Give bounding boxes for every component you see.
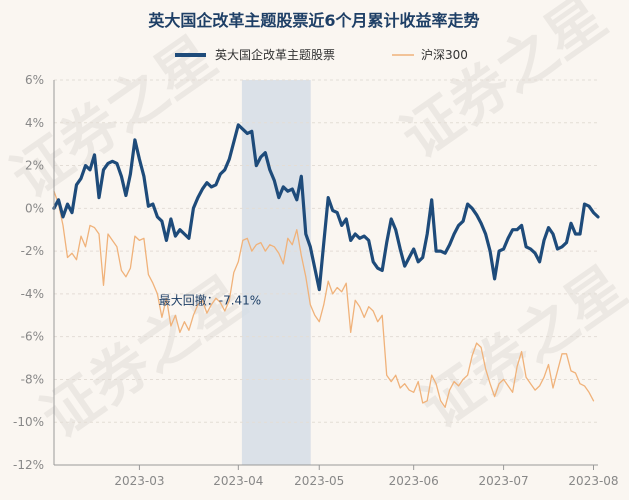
series-layer <box>52 123 600 408</box>
y-tick-label: -2% <box>21 244 44 258</box>
y-tick-label: 2% <box>25 159 44 173</box>
x-tick-label: 2023-03 <box>114 474 164 488</box>
y-tick-label: -10% <box>13 415 44 429</box>
legend-label-fund: 英大国企改革主题股票 <box>215 47 335 62</box>
legend-label-index: 沪深300 <box>421 48 468 62</box>
y-tick-label: 6% <box>25 73 44 87</box>
y-tick-label: -6% <box>21 330 44 344</box>
max-drawdown-annotation: 最大回撤：-7.41% <box>159 292 261 307</box>
y-tick-label: 0% <box>25 201 44 215</box>
chart-title: 英大国企改革主题股票近6个月累计收益率走势 <box>147 11 479 30</box>
x-tick-label: 2023-07 <box>479 474 529 488</box>
x-tick-label: 2023-06 <box>389 474 439 488</box>
watermark-text: 证券之星 <box>29 263 258 452</box>
x-tick-label: 2023-05 <box>294 474 344 488</box>
y-tick-label: 4% <box>25 116 44 130</box>
axes: 6% 4% 2% 0% -2% -4% -6% -8% -10% -12% 2023-03 2023-… <box>13 73 619 488</box>
watermark-text: 证券之星 <box>409 253 629 442</box>
x-tick-label: 2023-04 <box>213 474 263 488</box>
legend: 英大国企改革主题股票 沪深300 <box>175 47 468 62</box>
series-line-index <box>53 190 595 408</box>
y-tick-label: -12% <box>13 458 44 472</box>
x-tick-label: 2023-08 <box>568 474 618 488</box>
y-tick-label: -8% <box>21 372 44 386</box>
y-tick-label: -4% <box>21 287 44 301</box>
series-line-fund <box>52 123 600 292</box>
